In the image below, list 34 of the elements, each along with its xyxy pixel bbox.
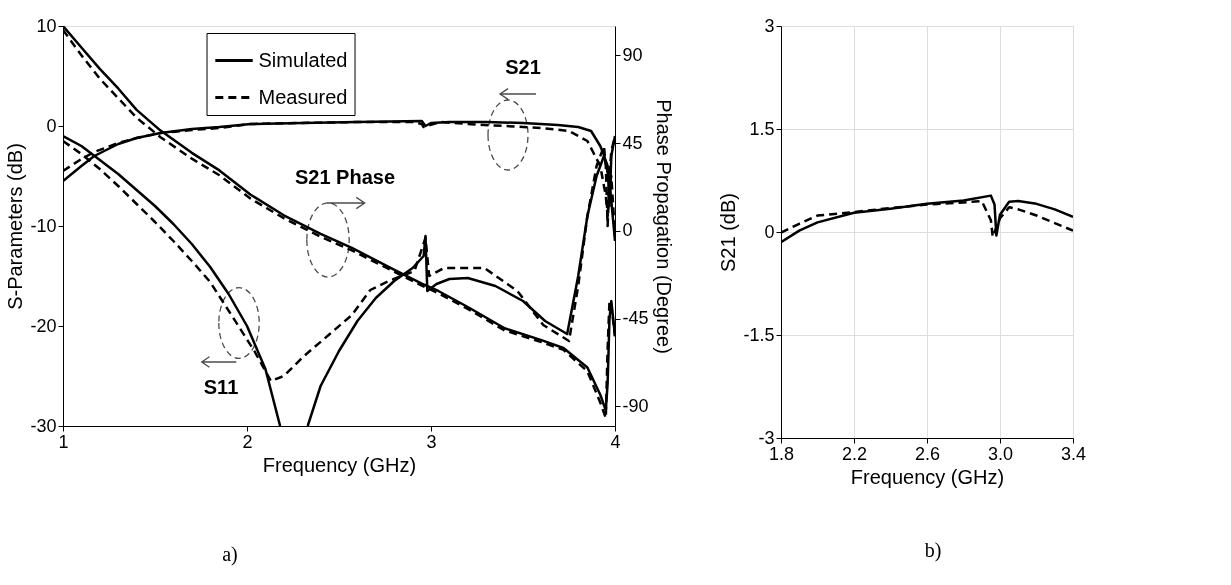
annotation: S21 Phase <box>294 166 396 188</box>
x-tick-label: 3.0 <box>987 443 1014 464</box>
y-tick-label: 0 <box>46 115 57 136</box>
x-tick-label: 4 <box>610 431 621 452</box>
x-tick-label: 2.6 <box>914 443 941 464</box>
y2-tick-label: 0 <box>622 220 633 241</box>
text: b) <box>924 539 942 562</box>
y2-tick-label: 45 <box>622 132 643 153</box>
y-axis-title: S-Parameters (dB) <box>4 143 27 310</box>
y2-tick-label: -45 <box>622 308 649 329</box>
annotation: S21 <box>505 56 541 78</box>
y-tick-label: -20 <box>30 315 57 336</box>
x-tick-label: 3 <box>426 431 437 452</box>
y2-axis-title: Phase Propagation (Degree) <box>652 99 675 354</box>
y-tick-label: 0 <box>764 221 775 242</box>
y-tick-label: 10 <box>36 15 57 36</box>
text: a) <box>222 543 238 566</box>
y-tick-label: -10 <box>30 215 57 236</box>
x-tick-label: 1 <box>58 431 69 452</box>
legend-label: Measured <box>258 85 348 108</box>
annotation: S11 <box>203 376 239 398</box>
legend-label: Simulated <box>258 48 348 71</box>
x-axis-title: Frequency (GHz) <box>262 453 417 476</box>
x-axis-title: Frequency (GHz) <box>850 465 1005 488</box>
y-tick-label: 1.5 <box>749 118 775 139</box>
x-tick-label: 2.2 <box>841 443 868 464</box>
y2-tick-label: 90 <box>622 44 643 65</box>
x-tick-label: 3.4 <box>1060 443 1087 464</box>
y2-tick-label: -90 <box>622 395 649 416</box>
y-tick-label: 3 <box>764 15 775 36</box>
y-axis-title: S21 (dB) <box>717 193 740 272</box>
x-tick-label: 2 <box>242 431 253 452</box>
y-tick-label: -1.5 <box>743 324 775 345</box>
y-tick-label: -30 <box>30 415 57 436</box>
